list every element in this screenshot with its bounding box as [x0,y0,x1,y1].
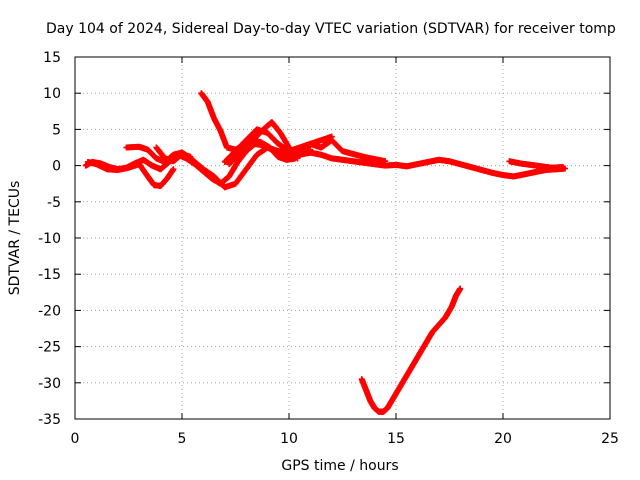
x-tick-label: 20 [494,431,512,447]
y-tick-label: -25 [38,340,61,356]
y-tick-label: -30 [38,376,61,392]
y-tick-label: -15 [38,267,61,283]
data-point [170,166,177,173]
data-point [294,155,301,162]
series-trace-2 [84,158,177,189]
x-tick-label: 10 [280,431,298,447]
x-tick-label: 5 [178,431,187,447]
x-tick-label: 15 [387,431,405,447]
y-tick-label: 0 [52,159,61,175]
series-trace-8 [307,137,389,165]
data-points [82,90,569,415]
data-point [382,158,389,165]
y-tick-label: 10 [43,86,61,102]
x-tick-label: 0 [71,431,80,447]
data-point [559,164,566,171]
y-tick-label: -10 [38,231,61,247]
axis-ticks: 0 5 10 15 20 25 15 10 5 0 -5 -10 -15 -20 -25 -30 -35 [38,50,619,447]
data-point [187,153,194,160]
data-point [457,285,464,292]
y-tick-label: -20 [38,303,61,319]
grid-lines [75,57,610,419]
y-axis-label: SDTVAR / TECUs [7,181,23,296]
y-tick-label: 15 [43,50,61,66]
series-trace-4 [153,144,194,165]
series-trace-10 [358,285,464,415]
series-trace-7 [226,119,301,168]
series-trace-9 [506,158,566,171]
x-axis-label: GPS time / hours [281,458,398,474]
y-tick-label: -5 [47,195,61,211]
data-point [307,146,314,153]
y-tick-label: 5 [52,122,61,138]
x-tick-label: 25 [601,431,619,447]
chart-title: Day 104 of 2024, Sidereal Day-to-day VTE… [46,21,616,37]
y-tick-label: -35 [38,412,61,428]
